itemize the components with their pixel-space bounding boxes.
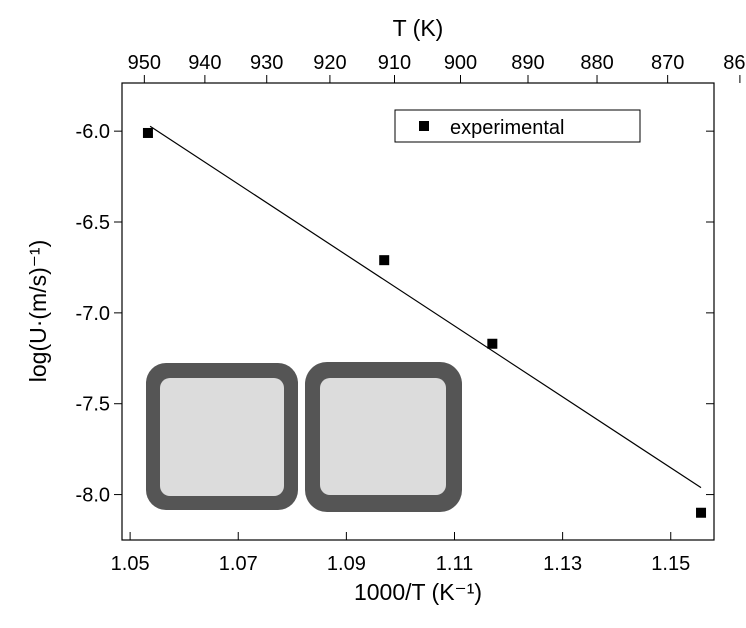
y-tick-label: -6.5 xyxy=(76,212,110,234)
x2-tick-label: 920 xyxy=(313,52,346,74)
data-point xyxy=(142,127,153,138)
x2-tick-label: 870 xyxy=(651,52,684,74)
data-point xyxy=(487,338,498,349)
y-axis-label: log(U·(m/s)⁻¹) xyxy=(25,240,51,382)
data-point xyxy=(379,255,390,266)
x-tick-label: 1.11 xyxy=(436,553,473,575)
y-tick-label: -6.0 xyxy=(76,121,110,143)
x2-tick-label: 910 xyxy=(378,52,411,74)
x-tick-label: 1.09 xyxy=(327,553,366,575)
data-point xyxy=(696,507,707,518)
y-tick-label: -7.0 xyxy=(76,303,110,325)
x-tick-label: 1.15 xyxy=(651,553,690,575)
x2-tick-label: 940 xyxy=(188,52,221,74)
x2-tick-label: 930 xyxy=(250,52,283,74)
sample-left-core xyxy=(160,378,284,496)
legend-label: experimental xyxy=(450,117,565,139)
x-tick-label: 1.07 xyxy=(219,553,258,575)
x-tick-label: 1.05 xyxy=(111,553,150,575)
x2-tick-label: 880 xyxy=(580,52,613,74)
legend-marker xyxy=(419,121,429,131)
x2-tick-label: 860 xyxy=(723,52,746,74)
sample-right-core xyxy=(320,378,446,495)
inset-photo xyxy=(146,362,462,512)
fit-line xyxy=(149,125,702,489)
x2-tick-label: 950 xyxy=(128,52,161,74)
x-axis-label: 1000/T (K⁻¹) xyxy=(354,579,482,605)
x2-tick-label: 900 xyxy=(444,52,477,74)
x2-tick-label: 890 xyxy=(511,52,544,74)
x2-axis-label: T (K) xyxy=(393,15,444,41)
plot-frame xyxy=(121,82,715,541)
legend-box xyxy=(394,109,641,143)
x-tick-label: 1.13 xyxy=(543,553,582,575)
y-tick-label: -7.5 xyxy=(76,394,110,416)
y-tick-label: -8.0 xyxy=(76,485,110,507)
